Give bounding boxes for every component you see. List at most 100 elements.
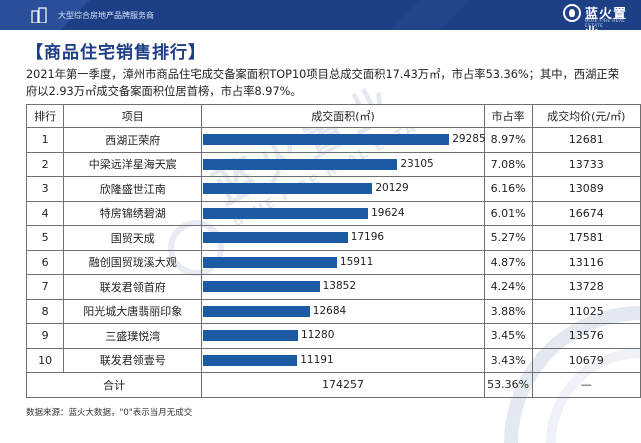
data-source-note: 数据来源：蓝火大数据，"0"表示当月无成交 bbox=[26, 408, 193, 418]
price-cell: 13576 bbox=[531, 323, 641, 349]
share-cell: 3.45% bbox=[483, 323, 533, 349]
rank-cell: 10 bbox=[25, 347, 65, 373]
table-row: 6 融创国贸珑溪大观 15911 4.87% 13116 bbox=[25, 249, 641, 275]
header-subtitle: 大型综合房地产品牌服务商 bbox=[58, 11, 154, 20]
building-icon bbox=[31, 7, 47, 23]
project-cell: 阳光城大唐翡丽印象 bbox=[63, 298, 203, 324]
rank-cell: 1 bbox=[25, 127, 65, 153]
price-cell: 13089 bbox=[531, 176, 641, 202]
table-row: 10 联发君领壹号 11191 3.43% 10679 bbox=[25, 347, 641, 373]
rank-cell: 7 bbox=[25, 274, 65, 300]
intro-text: 2021年第一季度，漳州市商品住宅成交备案面积TOP10项目总成交面积17.43… bbox=[26, 68, 620, 98]
area-value-label: 15911 bbox=[339, 255, 374, 268]
share-cell: 7.08% bbox=[483, 151, 533, 177]
area-cell: 11191 bbox=[201, 347, 485, 373]
table-row: 3 欣隆盛世江南 20129 6.16% 13089 bbox=[25, 176, 641, 202]
brand-logo: 蓝火置业 BLUE FIRE REAL ESTATE bbox=[563, 2, 627, 41]
rank-cell: 6 bbox=[25, 249, 65, 275]
header-project: 项目 bbox=[63, 104, 203, 128]
header-price: 成交均价(元/㎡) bbox=[531, 104, 641, 128]
area-cell: 17196 bbox=[201, 225, 485, 251]
header-share: 市占率 bbox=[483, 104, 533, 128]
table-header-row: 排行 项目 成交面积(㎡) 市占率 成交均价(元/㎡) bbox=[25, 104, 641, 128]
project-cell: 西湖正荣府 bbox=[63, 127, 203, 153]
table-row: 5 国贸天成 17196 5.27% 17581 bbox=[25, 225, 641, 251]
price-cell: 11025 bbox=[531, 298, 641, 324]
table-row: 2 中梁远洋星海天宸 23105 7.08% 13733 bbox=[25, 151, 641, 177]
rank-cell: 2 bbox=[25, 151, 65, 177]
area-cell: 12684 bbox=[201, 298, 485, 324]
total-share: 53.36% bbox=[483, 372, 533, 398]
header-decoration bbox=[0, 0, 470, 30]
table-row: 7 联发君领首府 13852 4.24% 13728 bbox=[25, 274, 641, 300]
share-cell: 3.43% bbox=[483, 347, 533, 373]
total-label: 合计 bbox=[25, 372, 203, 398]
total-area: 174257 bbox=[201, 372, 485, 398]
area-bar bbox=[203, 134, 450, 145]
price-cell: 16674 bbox=[531, 200, 641, 226]
share-cell: 4.24% bbox=[483, 274, 533, 300]
area-value-label: 17196 bbox=[350, 231, 385, 243]
price-cell: 13733 bbox=[531, 151, 641, 177]
share-cell: 6.16% bbox=[483, 176, 533, 202]
logo-english: BLUE FIRE REAL ESTATE bbox=[585, 19, 626, 29]
area-bar bbox=[203, 354, 298, 366]
project-cell: 国贸天成 bbox=[63, 225, 203, 251]
area-value-label: 20129 bbox=[375, 182, 409, 194]
project-cell: 欣隆盛世江南 bbox=[63, 176, 203, 202]
area-bar bbox=[203, 256, 337, 268]
area-bar bbox=[203, 330, 298, 341]
project-cell: 联发君领壹号 bbox=[63, 347, 203, 373]
price-cell: 10679 bbox=[531, 347, 641, 373]
project-cell: 特房锦绣碧湖 bbox=[63, 200, 203, 226]
rank-cell: 4 bbox=[25, 200, 65, 226]
rank-cell: 3 bbox=[25, 176, 65, 202]
area-value-label: 13852 bbox=[322, 280, 357, 292]
header-bar: 大型综合房地产品牌服务商 蓝火置业 BLUE FIRE REAL ESTATE bbox=[0, 0, 641, 41]
area-value-label: 19624 bbox=[371, 206, 405, 219]
rank-cell: 5 bbox=[25, 225, 65, 251]
share-cell: 5.27% bbox=[483, 225, 533, 251]
area-value-label: 11280 bbox=[301, 329, 335, 341]
total-price: — bbox=[531, 372, 641, 398]
project-cell: 中梁远洋星海天宸 bbox=[63, 151, 203, 177]
project-cell: 联发君领首府 bbox=[63, 274, 203, 300]
area-value-label: 12684 bbox=[312, 304, 347, 317]
project-cell: 三盛璞悦湾 bbox=[63, 323, 203, 349]
area-cell: 13852 bbox=[201, 274, 485, 300]
share-cell: 6.01% bbox=[483, 200, 533, 226]
header-rank: 排行 bbox=[25, 104, 65, 128]
share-cell: 4.87% bbox=[483, 249, 533, 275]
section-title: 【商品住宅销售排行】 bbox=[26, 43, 206, 63]
area-bar bbox=[203, 207, 369, 219]
price-cell: 13116 bbox=[531, 249, 641, 275]
price-cell: 17581 bbox=[531, 225, 641, 251]
rank-cell: 9 bbox=[25, 323, 65, 349]
area-cell: 20129 bbox=[201, 176, 485, 202]
project-cell: 融创国贸珑溪大观 bbox=[63, 249, 203, 275]
share-cell: 3.88% bbox=[483, 298, 533, 324]
logo-text: 蓝火置业 bbox=[585, 7, 628, 41]
area-cell: 23105 bbox=[201, 151, 485, 177]
sales-ranking-table: 排行 项目 成交面积(㎡) 市占率 成交均价(元/㎡) 1 西湖正荣府 29285 8… bbox=[25, 104, 641, 398]
total-row: 合计 174257 53.36% — bbox=[25, 372, 641, 398]
area-bar bbox=[203, 281, 320, 292]
table-row: 4 特房锦绣碧湖 19624 6.01% 16674 bbox=[25, 200, 641, 226]
area-bar bbox=[203, 158, 398, 170]
table-row: 1 西湖正荣府 29285 8.97% 12681 bbox=[25, 127, 641, 153]
area-bar bbox=[203, 305, 310, 317]
price-cell: 13728 bbox=[531, 274, 641, 300]
share-cell: 8.97% bbox=[483, 127, 533, 153]
area-bar bbox=[203, 183, 373, 194]
area-cell: 11280 bbox=[201, 323, 485, 349]
table-row: 8 阳光城大唐翡丽印象 12684 3.88% 11025 bbox=[25, 298, 641, 324]
flame-logo-icon bbox=[563, 4, 581, 22]
header-area: 成交面积(㎡) bbox=[201, 104, 485, 128]
area-value-label: 11191 bbox=[300, 353, 334, 366]
price-cell: 12681 bbox=[531, 127, 641, 153]
area-cell: 15911 bbox=[201, 249, 485, 275]
area-value-label: 23105 bbox=[400, 157, 434, 170]
area-bar bbox=[203, 232, 348, 243]
area-value-label: 29285 bbox=[452, 133, 486, 145]
area-cell: 29285 bbox=[201, 127, 486, 153]
